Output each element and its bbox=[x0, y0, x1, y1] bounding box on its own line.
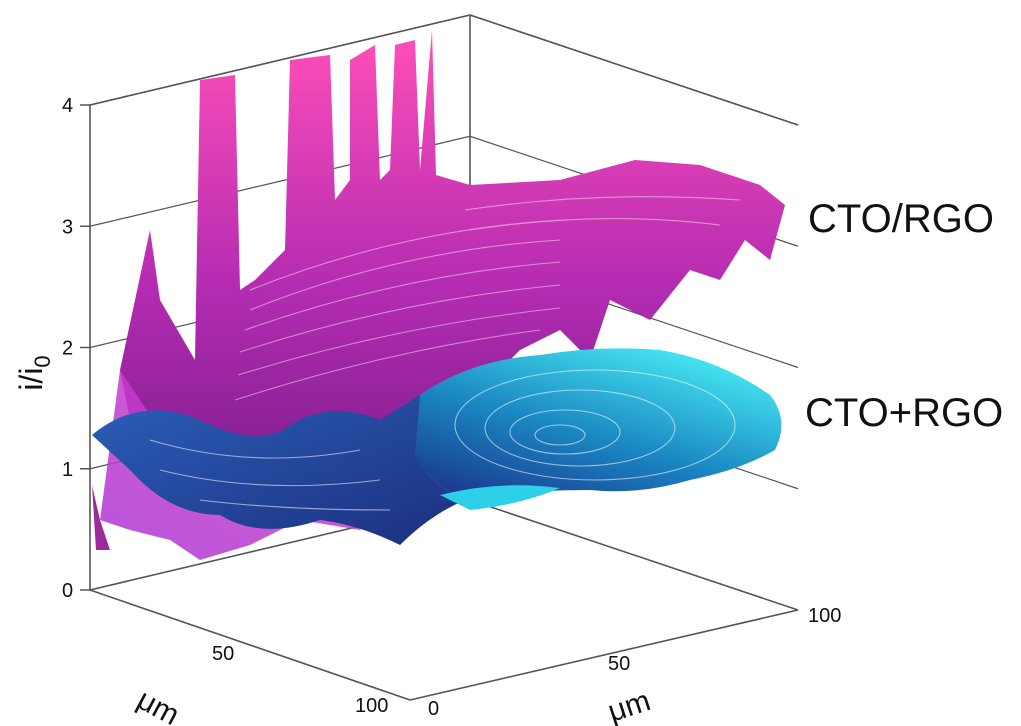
surface-cto-plus-rgo-contours bbox=[149, 369, 736, 511]
surface-cto-rgo-body bbox=[120, 30, 785, 490]
z-tick-0: 0 bbox=[62, 580, 73, 602]
y-tick-50: 50 bbox=[212, 643, 234, 665]
z-axis-ticks: 0 1 2 3 4 bbox=[62, 95, 90, 602]
surface-cto-plus-rgo-front bbox=[92, 395, 465, 545]
floor-left-edge bbox=[89, 589, 411, 701]
series-label-cto-rgo: CTO/RGO bbox=[808, 197, 994, 241]
surface-cto-rgo-contours bbox=[234, 196, 741, 401]
floor-right-edge bbox=[469, 499, 799, 611]
z-tick-3: 3 bbox=[62, 216, 73, 238]
z-tick-1: 1 bbox=[62, 459, 73, 481]
gridline-back-4 bbox=[89, 14, 471, 106]
x-tick-0: 0 bbox=[428, 698, 439, 720]
y-axis-ticks: 50 100 bbox=[212, 643, 388, 717]
x-axis-ticks: 0 50 100 bbox=[428, 605, 841, 720]
surface-cto-plus-rgo-body bbox=[415, 348, 782, 500]
x-axis-title: μm bbox=[604, 684, 654, 726]
y-tick-100: 100 bbox=[355, 695, 388, 717]
y-axis-title: μm bbox=[132, 683, 185, 726]
svg-text:i/i0: i/i0 bbox=[13, 355, 55, 390]
series-label-cto-plus-rgo: CTO+RGO bbox=[805, 391, 1003, 435]
z-axis-label: i/i0 bbox=[13, 355, 55, 390]
z-axis-label-main: i/i bbox=[13, 368, 49, 391]
surface-cto-rgo-left-lip bbox=[92, 485, 110, 550]
surface-cto-plus-rgo-underside bbox=[440, 485, 560, 510]
floor-front-edge bbox=[409, 609, 799, 701]
x-tick-100: 100 bbox=[808, 605, 841, 627]
x-tick-50: 50 bbox=[608, 653, 630, 675]
surface-cto-plus-rgo bbox=[92, 348, 782, 545]
z-tick-2: 2 bbox=[62, 338, 73, 360]
gridline-side-4 bbox=[469, 14, 799, 126]
z-tick-4: 4 bbox=[62, 95, 73, 117]
z-axis-label-sub: 0 bbox=[30, 355, 55, 367]
